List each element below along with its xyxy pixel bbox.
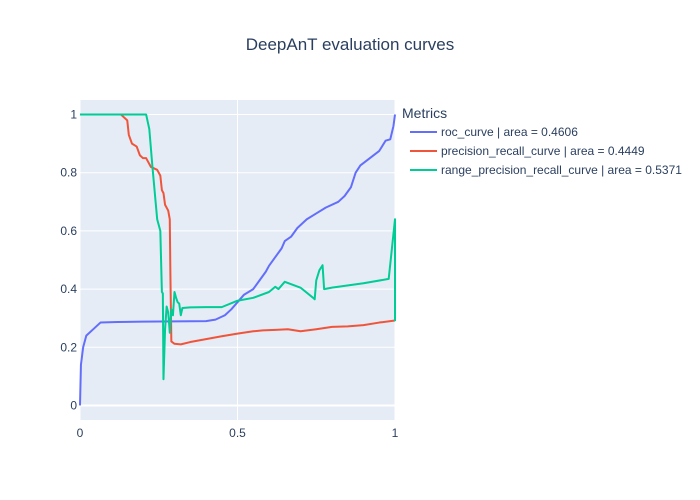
series-lines [79,113,396,406]
series-line-0 [79,114,396,406]
series-line-2 [80,113,396,381]
legend-label: roc_curve | area = 0.4606 [441,125,578,139]
y-tick-label: 0.2 [60,340,77,354]
x-tick-label: 1 [392,426,399,440]
legend-title: Metrics [402,105,447,121]
y-tick-label: 1 [70,108,77,122]
y-tick-label: 0.4 [60,282,77,296]
chart-title: DeepAnT evaluation curves [246,35,455,54]
axis-ticks: 0 0.5 1 0 0.2 0.4 0.6 0.8 1 [60,108,398,440]
legend-label: range_precision_recall_curve | area = 0.… [441,163,682,177]
legend-item-0[interactable]: roc_curve | area = 0.4606 [410,125,578,139]
y-tick-label: 0 [70,398,77,412]
x-tick-label: 0.5 [229,426,246,440]
legend[interactable]: Metrics roc_curve | area = 0.4606 precisi… [402,105,682,177]
x-tick-label: 0 [77,426,84,440]
legend-label: precision_recall_curve | area = 0.4449 [441,144,645,158]
y-tick-label: 0.8 [60,166,77,180]
legend-item-2[interactable]: range_precision_recall_curve | area = 0.… [410,163,682,177]
legend-item-1[interactable]: precision_recall_curve | area = 0.4449 [410,144,645,158]
series-line-1 [80,113,396,346]
y-tick-label: 0.6 [60,224,77,238]
